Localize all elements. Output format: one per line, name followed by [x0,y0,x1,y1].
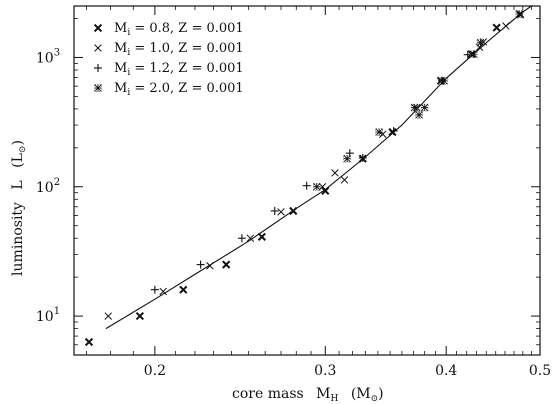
marker-stroke [257,232,266,241]
marker-box [476,39,485,47]
y-tick-label: 101 [36,306,60,325]
data-point [375,128,383,136]
legend-entry-label: Mi = 1.2, Z = 0.001 [114,61,244,78]
marker-stroke [475,43,484,51]
series-3 [150,50,472,294]
marker-stroke [379,130,387,138]
data-point [84,337,94,347]
legend: Mi = 0.8, Z = 0.001 Mi = 1.0, Z = 0.001 Mi… [93,21,244,98]
axis-ticks: 0.2 0.3 0.4 0.5 101 102 103 [36,6,551,379]
data-point [343,154,351,163]
data-point [358,153,367,162]
marker-stroke [206,261,214,270]
legend-marker [94,44,102,52]
marker-stroke [94,44,102,52]
marker-stroke [93,23,103,33]
data-point [389,126,398,135]
data-point [502,22,510,30]
data-point [340,176,349,184]
legend-marker [94,84,102,92]
data-point [331,169,339,177]
plot-frame [73,5,541,356]
legend-marker [94,64,102,72]
data-point [440,77,448,85]
marker-stroke [479,38,488,46]
marker-box [375,128,383,136]
marker-box [469,50,478,58]
data-point [246,234,255,242]
data-point [277,208,285,216]
legend-entry-label: Mi = 2.0, Z = 0.001 [114,81,244,98]
data-point [476,39,485,47]
marker-box [440,77,448,85]
data-point [104,312,112,320]
data-point [475,43,484,51]
marker-stroke [340,176,349,184]
data-point [206,261,214,270]
legend-entry-label: Mi = 1.0, Z = 0.001 [114,41,244,58]
marker-stroke [289,206,298,216]
marker-box [515,10,524,18]
marker-stroke [84,337,94,347]
data-point [302,181,311,190]
marker-stroke [222,260,231,269]
y-tick-label: 103 [36,47,60,66]
data-points [84,10,525,347]
data-point [410,103,419,112]
marker-stroke [135,311,144,321]
data-point [289,206,298,216]
data-point [270,206,279,215]
data-point [159,287,167,296]
marker-stroke [492,23,501,32]
data-point [321,186,330,195]
data-point [469,50,478,58]
y-axis-label: luminosity L (L⊙) [10,140,28,276]
data-point [313,183,321,191]
marker-stroke [179,285,188,294]
x-tick-label: 0.5 [529,363,551,379]
data-point [515,10,524,18]
marker-stroke [104,312,112,320]
x-tick-label: 0.3 [314,363,336,379]
marker-stroke [277,208,285,216]
marker-stroke [318,183,327,191]
data-point [179,285,188,294]
marker-box [415,111,423,119]
x-tick-label: 0.4 [435,363,457,379]
fit-line-group [105,5,532,330]
series-4 [313,10,524,191]
marker-box [313,183,321,191]
marker-box [343,154,351,163]
x-axis-label: core mass MH (M⊙) [232,386,384,404]
marker-box [410,103,419,112]
data-point [415,111,423,119]
fit-line [105,5,532,330]
data-point [388,127,397,137]
marker-stroke [388,127,397,137]
marker-stroke [502,22,510,30]
series-2 [104,22,510,320]
data-point [222,260,231,269]
marker-stroke [331,169,339,177]
marker-box [94,84,102,92]
data-point [479,38,488,46]
x-tick-label: 0.2 [144,363,166,379]
marker-stroke [159,287,167,296]
data-point [492,23,501,32]
data-point [135,311,144,321]
y-tick-label: 102 [36,177,60,196]
data-point [420,103,429,112]
data-point [150,285,159,294]
data-point [196,260,205,269]
legend-marker [93,23,103,33]
marker-stroke [246,234,255,242]
legend-entry-label: Mi = 0.8, Z = 0.001 [114,21,244,38]
marker-box [420,103,429,112]
data-point [257,232,266,241]
marker-stroke [321,186,330,195]
data-point [237,234,246,243]
